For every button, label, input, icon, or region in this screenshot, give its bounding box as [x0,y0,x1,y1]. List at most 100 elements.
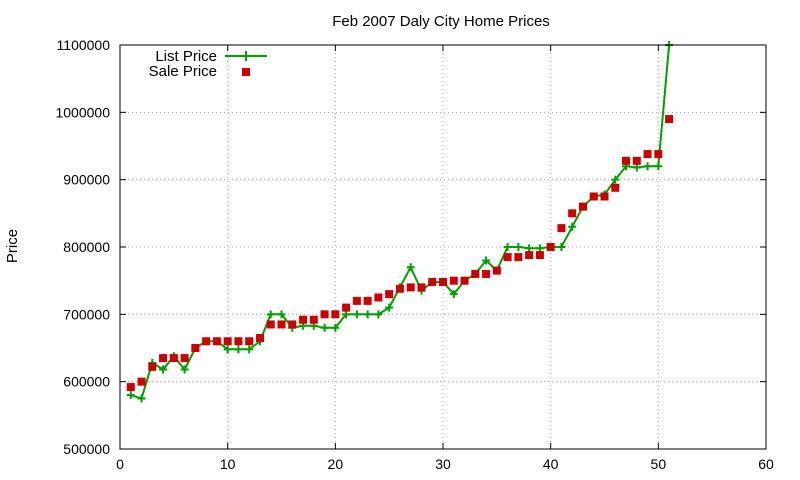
y-tick-label: 600000 [63,374,110,390]
sale-price-point [611,183,620,192]
sale-price-point [589,192,598,201]
series-line-list-price [130,44,671,400]
sale-price-point [439,278,447,287]
sale-price-point [191,344,200,352]
sale-price-point [277,320,286,329]
list-price-point [277,310,286,319]
sale-price-point [578,202,587,211]
legend-marker-list-price [241,51,251,61]
list-price-point [223,345,232,354]
sale-price-point [546,243,555,251]
sale-price-point [568,209,577,218]
legend-label-sale-price: Sale Price [149,63,217,80]
list-price-point [525,244,534,253]
list-price-point [234,345,243,354]
sale-price-point [169,354,178,363]
list-price-point [180,365,189,374]
sale-price-point [212,337,221,346]
sale-price-point [449,276,458,285]
sale-price-point [309,315,318,324]
plot-frame [119,44,767,450]
sale-price-point [471,269,480,278]
sale-price-point [482,269,491,278]
list-price-point [535,244,544,253]
x-tick-label: 10 [220,456,236,472]
list-price-point [557,243,566,251]
sale-price-point [223,337,232,346]
sale-price-point [159,354,168,363]
sale-price-point [245,337,254,346]
sale-price-point [234,337,243,346]
list-price-point [245,345,254,354]
sale-price-point [331,310,340,319]
y-tick-label: 500000 [63,441,110,457]
list-price-point [320,323,329,332]
y-tick-label: 1000000 [55,104,110,120]
list-price-point [449,290,458,299]
sale-price-point [406,283,415,292]
y-tick-label: 1100000 [57,37,111,53]
list-price-point [266,310,275,319]
y-tick-label: 700000 [63,306,110,322]
y-axis-label: Price [4,229,21,263]
sale-price-point [503,253,512,262]
list-price-point [385,303,394,312]
legend-marker-sale-price [242,68,250,76]
sale-price-point [342,303,351,312]
list-price-point [137,394,146,403]
sale-price-point [374,293,383,302]
legend: List Price Sale Price [149,48,267,80]
list-price-point [611,175,620,184]
x-tick-label: 30 [435,456,451,472]
x-tick-label: 20 [328,456,344,472]
sale-price-point [180,354,189,363]
tick-labels: 0 10 20 30 40 50 60 500000 600000 700000 800000 900… [55,37,774,472]
sale-price-point [363,296,372,305]
list-price-point [568,222,577,231]
list-price-point [342,310,351,319]
grid [120,45,766,449]
list-price-point [374,310,383,319]
list-price-point [643,162,652,171]
sale-price-point [266,320,275,329]
sale-price-point [535,251,544,260]
x-tick-label: 0 [116,456,124,472]
chart-title: Feb 2007 Daly City Home Prices [332,13,550,30]
sale-price-point [643,150,652,159]
sale-price-point [320,310,329,319]
sale-price-point [460,276,469,285]
x-tick-label: 60 [758,456,774,472]
sale-price-point [126,383,135,392]
x-tick-label: 40 [543,456,559,472]
sale-price-point [600,192,609,201]
list-price-point [331,323,340,332]
list-price-point [126,391,135,400]
list-price-point [406,263,415,272]
sale-price-point [428,278,437,287]
list-price-point [482,256,491,265]
sale-price-point [395,284,404,293]
sale-price-point [299,315,308,324]
sale-price-point [417,283,426,292]
list-price-point [363,310,372,319]
sale-price-point [288,320,297,329]
list-price-point [503,243,512,251]
sale-price-point [632,156,641,165]
list-price-point [654,162,663,171]
x-tick-label: 50 [651,456,667,472]
sale-price-point [352,296,361,305]
sale-price-point [622,156,631,165]
sale-price-point [665,115,674,124]
sale-price-point [148,362,157,371]
list-price-point [514,243,523,251]
list-price-point [352,310,361,319]
sale-price-point [654,150,663,159]
sale-price-point [492,266,501,275]
y-tick-label: 800000 [63,239,110,255]
sale-price-point [514,253,523,262]
legend-label-list-price: List Price [155,48,217,65]
series-layer [126,41,674,403]
sale-price-point [137,377,146,386]
sale-price-point [557,224,566,233]
